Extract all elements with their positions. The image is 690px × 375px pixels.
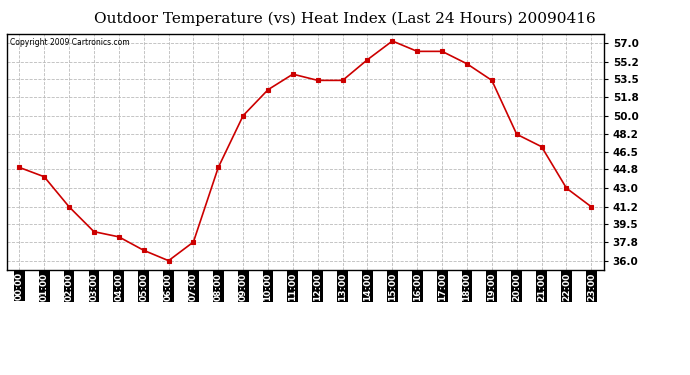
Text: 08:00: 08:00 <box>214 272 223 301</box>
Text: 21:00: 21:00 <box>537 272 546 301</box>
Text: 14:00: 14:00 <box>363 272 372 301</box>
Text: 12:00: 12:00 <box>313 272 322 301</box>
Text: 11:00: 11:00 <box>288 272 297 301</box>
Text: Copyright 2009 Cartronics.com: Copyright 2009 Cartronics.com <box>10 39 130 48</box>
Text: 04:00: 04:00 <box>115 272 124 301</box>
Text: 10:00: 10:00 <box>264 272 273 301</box>
Text: 19:00: 19:00 <box>487 272 496 301</box>
Text: 18:00: 18:00 <box>462 272 471 301</box>
Text: 01:00: 01:00 <box>40 272 49 301</box>
Text: 09:00: 09:00 <box>239 272 248 301</box>
Text: 22:00: 22:00 <box>562 272 571 301</box>
Text: 06:00: 06:00 <box>164 272 173 301</box>
Text: 16:00: 16:00 <box>413 272 422 301</box>
Text: 00:00: 00:00 <box>14 272 24 300</box>
Text: 02:00: 02:00 <box>65 272 74 301</box>
Text: 07:00: 07:00 <box>189 272 198 301</box>
Text: 17:00: 17:00 <box>437 272 446 301</box>
Text: 20:00: 20:00 <box>512 272 521 301</box>
Text: 13:00: 13:00 <box>338 272 347 301</box>
Text: 03:00: 03:00 <box>90 272 99 301</box>
Text: 23:00: 23:00 <box>586 272 596 301</box>
Text: 15:00: 15:00 <box>388 272 397 301</box>
Text: Outdoor Temperature (vs) Heat Index (Last 24 Hours) 20090416: Outdoor Temperature (vs) Heat Index (Las… <box>94 11 596 26</box>
Text: 05:00: 05:00 <box>139 272 148 301</box>
